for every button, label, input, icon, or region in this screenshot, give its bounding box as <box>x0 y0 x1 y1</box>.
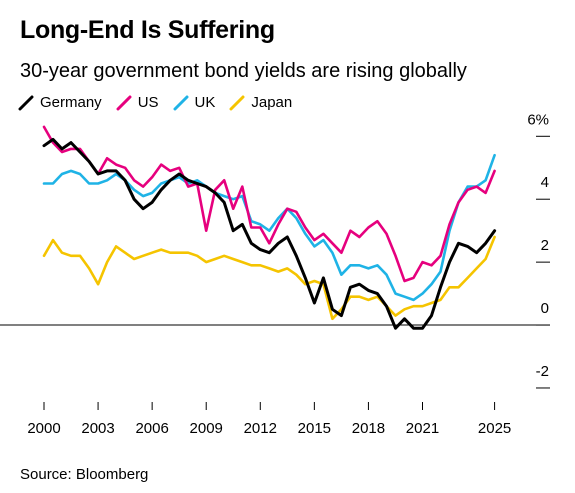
legend-swatch-japan <box>229 95 245 110</box>
x-tick-label: 2012 <box>244 420 277 437</box>
series-line-germany <box>42 137 497 330</box>
y-tick-label: 2 <box>541 237 549 254</box>
x-tick-label: 2003 <box>81 420 114 437</box>
legend: Germany US UK Japan <box>18 94 306 111</box>
series-line-us <box>42 125 496 283</box>
x-tick-label: 2015 <box>298 420 331 437</box>
chart-title: Long-End Is Suffering <box>20 16 275 44</box>
series-line-uk <box>42 153 496 302</box>
legend-item-us: US <box>116 94 159 111</box>
legend-item-uk: UK <box>173 94 216 111</box>
y-tick-label: 4 <box>541 174 549 191</box>
legend-item-japan: Japan <box>229 94 292 111</box>
x-tick-label: 2009 <box>190 420 223 437</box>
y-tick-label: -2 <box>536 363 549 380</box>
legend-label-us: US <box>137 94 159 111</box>
legend-label-uk: UK <box>194 94 216 111</box>
x-tick-label: 2018 <box>352 420 385 437</box>
x-tick-label: 2000 <box>27 420 60 437</box>
source-note: Source: Bloomberg <box>20 466 149 483</box>
legend-label-germany: Germany <box>40 94 102 111</box>
legend-item-germany: Germany <box>18 94 102 111</box>
x-tick-label: 2025 <box>478 420 511 437</box>
series-line-japan <box>42 235 496 321</box>
chart-subtitle: 30-year government bond yields are risin… <box>20 60 467 82</box>
legend-swatch-us <box>116 95 132 110</box>
legend-label-japan: Japan <box>251 94 293 111</box>
legend-swatch-germany <box>18 95 34 110</box>
y-tick-label: 0 <box>541 300 549 317</box>
legend-swatch-uk <box>173 95 189 110</box>
x-tick-label: 2021 <box>406 420 439 437</box>
x-tick-label: 2006 <box>135 420 168 437</box>
y-tick-label: 6% <box>527 111 549 128</box>
